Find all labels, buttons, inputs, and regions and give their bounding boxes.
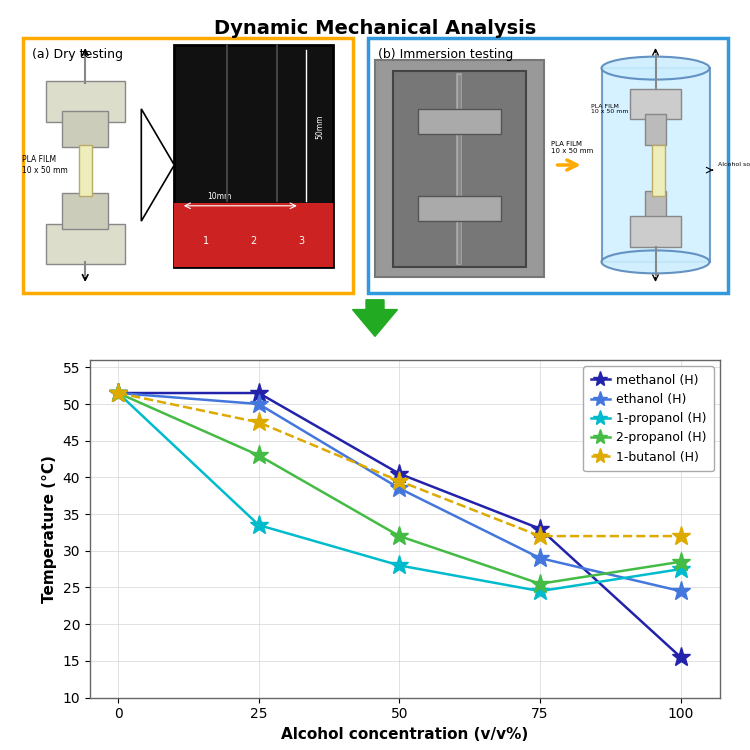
Bar [630,88,681,119]
FancyBboxPatch shape [62,193,108,229]
Bar [652,145,664,196]
Text: 10mm: 10mm [207,192,232,201]
Ellipse shape [602,251,709,274]
FancyBboxPatch shape [46,81,125,122]
ethanol (H) [676,586,686,596]
Ellipse shape [602,57,709,80]
1-butanol (H) [676,532,686,541]
Line: ethanol (H): ethanol (H) [109,383,690,601]
Bar [630,216,681,247]
Line: 1-butanol (H): 1-butanol (H) [109,383,690,546]
Text: Alcohol solution: Alcohol solution [718,163,750,167]
Bar [645,114,666,145]
ethanol (H) [114,388,123,398]
Text: PLA FILM
10 x 50 mm: PLA FILM 10 x 50 mm [551,141,593,154]
Bar [418,109,501,134]
Bar [418,196,501,221]
methanol (H) [536,524,544,533]
FancyBboxPatch shape [46,224,125,265]
Legend: methanol (H), ethanol (H), 1-propanol (H), 2-propanol (H), 1-butanol (H): methanol (H), ethanol (H), 1-propanol (H… [584,366,714,471]
methanol (H) [254,388,263,398]
Bar [393,70,526,267]
1-propanol (H) [394,561,404,570]
1-propanol (H) [254,520,263,530]
Text: 50mm: 50mm [315,115,324,139]
Text: (a) Dry testing: (a) Dry testing [32,48,124,61]
Bar [174,203,333,267]
2-propanol (H) [254,451,263,460]
Polygon shape [141,109,174,221]
Text: Dynamic Mechanical Analysis: Dynamic Mechanical Analysis [214,19,536,38]
1-propanol (H) [114,388,123,398]
ethanol (H) [394,484,404,493]
1-butanol (H) [394,476,404,485]
Line: methanol (H): methanol (H) [109,383,690,667]
Bar [602,68,709,262]
2-propanol (H) [536,579,544,588]
FancyArrow shape [352,300,398,336]
1-propanol (H) [536,586,544,596]
Line: 1-propanol (H): 1-propanol (H) [109,383,690,601]
Text: 1: 1 [202,236,208,247]
Text: PLA FILM
10 x 50 mm: PLA FILM 10 x 50 mm [591,104,628,114]
Line: 2-propanol (H): 2-propanol (H) [109,383,690,593]
X-axis label: Alcohol concentration (v/v%): Alcohol concentration (v/v%) [281,727,529,742]
Text: 3: 3 [298,236,304,247]
Bar [79,145,92,196]
Bar [645,190,666,221]
1-butanol (H) [114,388,123,398]
methanol (H) [394,470,404,478]
methanol (H) [676,652,686,662]
Text: (b) Immersion testing: (b) Immersion testing [378,48,514,61]
2-propanol (H) [394,532,404,541]
2-propanol (H) [676,557,686,566]
Bar [375,61,544,278]
Bar [174,45,333,267]
FancyBboxPatch shape [368,38,728,292]
1-butanol (H) [536,532,544,541]
ethanol (H) [536,554,544,562]
FancyBboxPatch shape [22,38,352,292]
2-propanol (H) [114,388,123,398]
1-propanol (H) [676,565,686,574]
methanol (H) [114,388,123,398]
Y-axis label: Temperature (°C): Temperature (°C) [42,454,57,603]
Text: PLA FILM
10 x 50 mm: PLA FILM 10 x 50 mm [22,155,68,175]
Text: 2: 2 [251,236,257,247]
1-butanol (H) [254,418,263,427]
FancyBboxPatch shape [62,112,108,147]
ethanol (H) [254,400,263,409]
